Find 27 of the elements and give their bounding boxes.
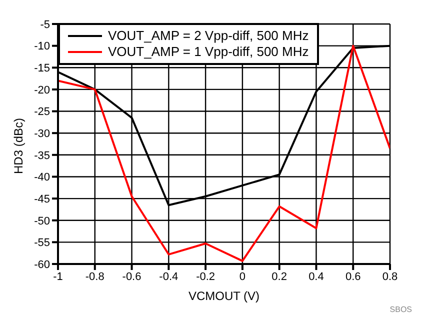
y-axis-title: HD3 (dBc) — [11, 118, 26, 174]
x-tick-label: -0.2 — [196, 270, 216, 283]
y-tick-label: -20 — [34, 84, 50, 96]
x-tick-label: -0.4 — [159, 270, 178, 283]
y-tick-label: -40 — [34, 172, 50, 184]
x-tick-label: 0.2 — [272, 270, 287, 283]
x-axis-title: VCMOUT (V) — [188, 289, 260, 303]
y-tick-label: -60 — [34, 258, 50, 271]
y-tick-label: -30 — [34, 128, 50, 140]
y-tick-label: -10 — [34, 40, 50, 53]
legend-label: VOUT_AMP = 2 Vpp-diff, 500 MHz — [108, 28, 309, 44]
y-tick-label: -25 — [34, 106, 50, 118]
y-tick-label: -55 — [34, 237, 50, 250]
text: SBOS — [390, 305, 412, 314]
y-tick-label: -15 — [34, 62, 50, 75]
x-tick-label: 0.6 — [345, 270, 361, 283]
y-tick-label: -50 — [34, 215, 50, 228]
x-tick-label: 0 — [239, 270, 246, 283]
x-tick-label: -0.8 — [85, 270, 104, 283]
x-tick-label: 0.8 — [382, 270, 398, 283]
x-tick-label: -0.6 — [122, 270, 142, 283]
legend-label: VOUT_AMP = 1 Vpp-diff, 500 MHz — [108, 44, 309, 60]
x-tick-label: -1 — [53, 270, 63, 283]
y-tick-label: -35 — [34, 150, 50, 162]
x-tick-label: 0.4 — [308, 270, 324, 283]
y-tick-label: -5 — [40, 18, 50, 31]
y-tick-label: -45 — [34, 193, 50, 206]
